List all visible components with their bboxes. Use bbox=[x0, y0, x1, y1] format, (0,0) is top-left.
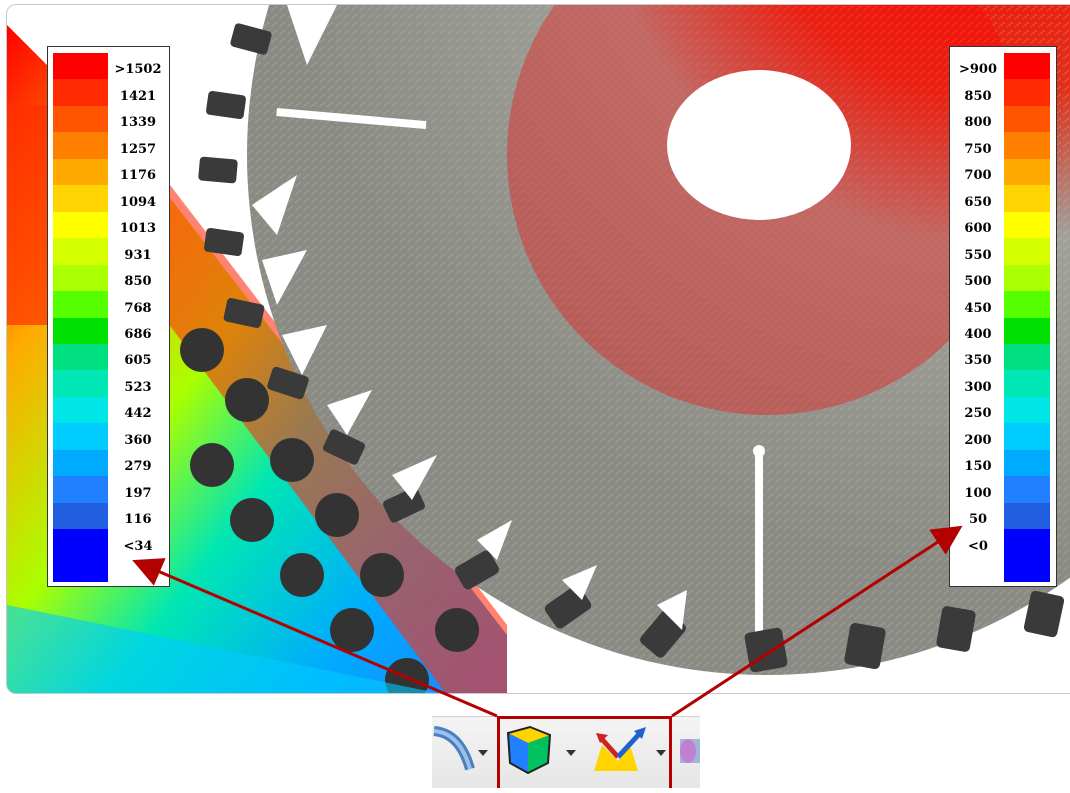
scale-label: 300 bbox=[964, 379, 992, 395]
scale-label: 768 bbox=[124, 300, 152, 316]
scale-label: 1421 bbox=[119, 88, 157, 104]
chevron-down-icon[interactable] bbox=[656, 750, 666, 756]
scale-label: 450 bbox=[964, 300, 992, 316]
color-swatch bbox=[1004, 529, 1050, 556]
color-swatch bbox=[1004, 317, 1050, 344]
scale-label: 650 bbox=[964, 194, 992, 210]
color-swatch bbox=[53, 238, 108, 265]
scale-label: 1257 bbox=[119, 141, 157, 157]
scale-label: 750 bbox=[964, 141, 992, 157]
color-swatch bbox=[1004, 53, 1050, 80]
scale-label: 605 bbox=[124, 353, 152, 369]
scale-label: 350 bbox=[964, 353, 992, 369]
color-swatch bbox=[53, 53, 108, 80]
color-swatch bbox=[53, 79, 108, 106]
scale-label: 500 bbox=[964, 274, 992, 290]
color-swatch bbox=[53, 555, 108, 583]
velocity-legend-right: >900 850 800 750 700 650 600 550 500 450 400 350 300… bbox=[949, 46, 1057, 587]
scale-spacer bbox=[954, 556, 1002, 582]
color-swatch bbox=[53, 105, 108, 133]
scale-label: 800 bbox=[964, 115, 992, 131]
color-swatch bbox=[1004, 291, 1050, 318]
scale-label: 1013 bbox=[119, 221, 157, 237]
color-swatch bbox=[1004, 476, 1050, 503]
color-swatch bbox=[1004, 396, 1050, 424]
scale-label: 150 bbox=[964, 459, 992, 475]
color-swatch bbox=[53, 343, 108, 371]
color-swatch bbox=[53, 502, 108, 530]
saw-blade bbox=[247, 5, 1070, 675]
scale-label: 931 bbox=[124, 247, 152, 263]
color-swatch bbox=[53, 370, 108, 397]
scale-label: 686 bbox=[124, 326, 152, 342]
scale-label: 360 bbox=[124, 432, 152, 448]
scale-label: 850 bbox=[124, 274, 152, 290]
color-swatch bbox=[1004, 238, 1050, 265]
color-swatch bbox=[1004, 132, 1050, 159]
color-swatch bbox=[1004, 449, 1050, 477]
vector-plot-icon[interactable] bbox=[594, 727, 646, 771]
scale-label: >900 bbox=[958, 62, 998, 78]
scale-label: <0 bbox=[968, 538, 988, 554]
cylinder-tool-icon[interactable] bbox=[680, 739, 700, 763]
stress-legend-left: >1502 1421 1339 1257 1176 1094 1013 931 850 768 68… bbox=[47, 46, 170, 587]
contour-plot-icon[interactable] bbox=[506, 725, 552, 775]
scale-label: 442 bbox=[124, 406, 152, 422]
color-swatch bbox=[53, 211, 108, 239]
color-swatch bbox=[1004, 370, 1050, 397]
color-swatch bbox=[53, 449, 108, 477]
color-swatch bbox=[1004, 343, 1050, 371]
chevron-down-icon[interactable] bbox=[478, 750, 488, 756]
highlight-box bbox=[497, 716, 672, 788]
scale-label: 1176 bbox=[119, 168, 157, 184]
scale-label: 250 bbox=[964, 406, 992, 422]
scale-label: 850 bbox=[964, 88, 992, 104]
scale-label: 700 bbox=[964, 168, 992, 184]
color-swatch bbox=[53, 185, 108, 212]
color-swatch bbox=[1004, 555, 1050, 583]
color-swatch bbox=[1004, 158, 1050, 186]
simulation-scene bbox=[7, 5, 1070, 693]
color-swatch bbox=[53, 264, 108, 292]
scale-label: <34 bbox=[123, 538, 153, 554]
color-swatch bbox=[53, 396, 108, 424]
color-swatch bbox=[1004, 79, 1050, 106]
color-swatch bbox=[1004, 264, 1050, 292]
color-swatch bbox=[1004, 211, 1050, 239]
chevron-down-icon[interactable] bbox=[566, 750, 576, 756]
color-swatch bbox=[53, 132, 108, 159]
color-swatch bbox=[53, 291, 108, 318]
color-swatch bbox=[53, 476, 108, 503]
color-swatch bbox=[1004, 423, 1050, 450]
sweep-tool-icon[interactable] bbox=[433, 726, 475, 771]
color-scale-bar bbox=[53, 53, 108, 583]
blade-gullets bbox=[252, 5, 687, 630]
scale-label: 200 bbox=[964, 432, 992, 448]
scale-label: 600 bbox=[964, 221, 992, 237]
scale-label: 523 bbox=[124, 379, 152, 395]
post-processing-toolbar bbox=[432, 716, 700, 788]
scale-spacer bbox=[109, 556, 167, 582]
graphics-viewport[interactable]: >1502 1421 1339 1257 1176 1094 1013 931 850 768 68… bbox=[6, 4, 1070, 694]
scale-labels: >900 850 800 750 700 650 600 550 500 450 400 350 300… bbox=[954, 53, 1002, 582]
scale-label: 279 bbox=[124, 459, 152, 475]
scale-label: 400 bbox=[964, 326, 992, 342]
color-swatch bbox=[53, 158, 108, 186]
scale-label: 116 bbox=[124, 512, 152, 528]
scale-label: 1339 bbox=[119, 115, 157, 131]
color-swatch bbox=[53, 317, 108, 344]
color-swatch bbox=[1004, 105, 1050, 133]
color-swatch bbox=[1004, 502, 1050, 530]
scale-label: >1502 bbox=[114, 62, 162, 78]
color-swatch bbox=[1004, 185, 1050, 212]
scale-labels: >1502 1421 1339 1257 1176 1094 1013 931 850 768 68… bbox=[109, 53, 167, 582]
scale-label: 100 bbox=[964, 485, 992, 501]
scale-label: 50 bbox=[968, 512, 988, 528]
scale-label: 550 bbox=[964, 247, 992, 263]
color-swatch bbox=[53, 423, 108, 450]
color-scale-bar bbox=[1004, 53, 1050, 583]
color-swatch bbox=[53, 529, 108, 556]
scale-label: 1094 bbox=[119, 194, 157, 210]
scale-label: 197 bbox=[124, 485, 152, 501]
